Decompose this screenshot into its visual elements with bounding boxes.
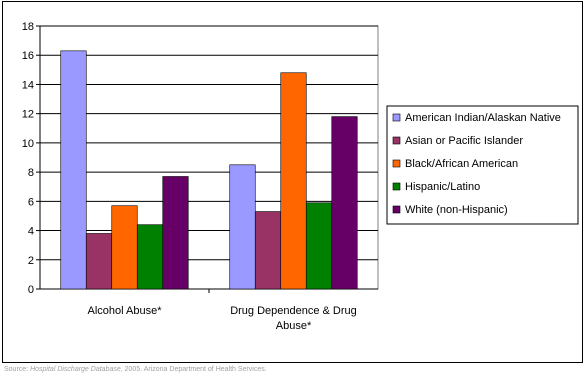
x-tick-label: Abuse* (276, 320, 312, 332)
bar (305, 202, 333, 290)
y-tick-label: 2 (28, 255, 34, 267)
x-tick-label: Drug Dependence & Drug (230, 305, 357, 317)
bar (331, 116, 358, 290)
source-note: Source: Hospital Discharge Database, 200… (4, 366, 267, 373)
legend-swatch (392, 113, 401, 122)
bar (85, 233, 113, 290)
bar (136, 224, 164, 290)
bar (229, 164, 256, 290)
y-tick-label: 0 (28, 284, 34, 296)
bar (280, 72, 307, 290)
y-tick-label: 18 (22, 21, 34, 33)
legend-swatch (392, 136, 401, 145)
bar (162, 176, 189, 290)
legend-label: Hispanic/Latino (405, 181, 480, 193)
y-tick-label: 14 (22, 79, 34, 91)
legend-swatch (392, 159, 401, 168)
x-tick-label: Alcohol Abuse* (88, 305, 163, 317)
legend-label: American Indian/Alaskan Native (405, 112, 561, 124)
legend (386, 105, 579, 225)
source-title: Hospital Discharge Database (30, 366, 121, 373)
legend-swatch (392, 205, 401, 214)
y-tick-label: 16 (22, 50, 34, 62)
y-tick-label: 6 (28, 196, 34, 208)
legend-label: Black/African American (405, 158, 518, 170)
legend-label: Asian or Pacific Islander (405, 135, 523, 147)
y-tick-label: 10 (22, 138, 34, 150)
bar-chart: 0 2 4 6 8 10 12 14 16 18 Alcohol Abuse* Drug Depend… (22, 21, 579, 332)
y-tick-label: 8 (28, 167, 34, 179)
legend-label: White (non-Hispanic) (405, 204, 508, 216)
source-prefix: Source: (4, 366, 31, 373)
source-suffix: , 2005. Arizona Department of Health Ser… (120, 366, 267, 373)
y-tick-label: 4 (28, 226, 34, 238)
legend-swatch (392, 182, 401, 191)
bar (60, 50, 87, 290)
bar (111, 205, 138, 290)
bar (254, 211, 282, 290)
y-tick-label: 12 (22, 109, 34, 121)
